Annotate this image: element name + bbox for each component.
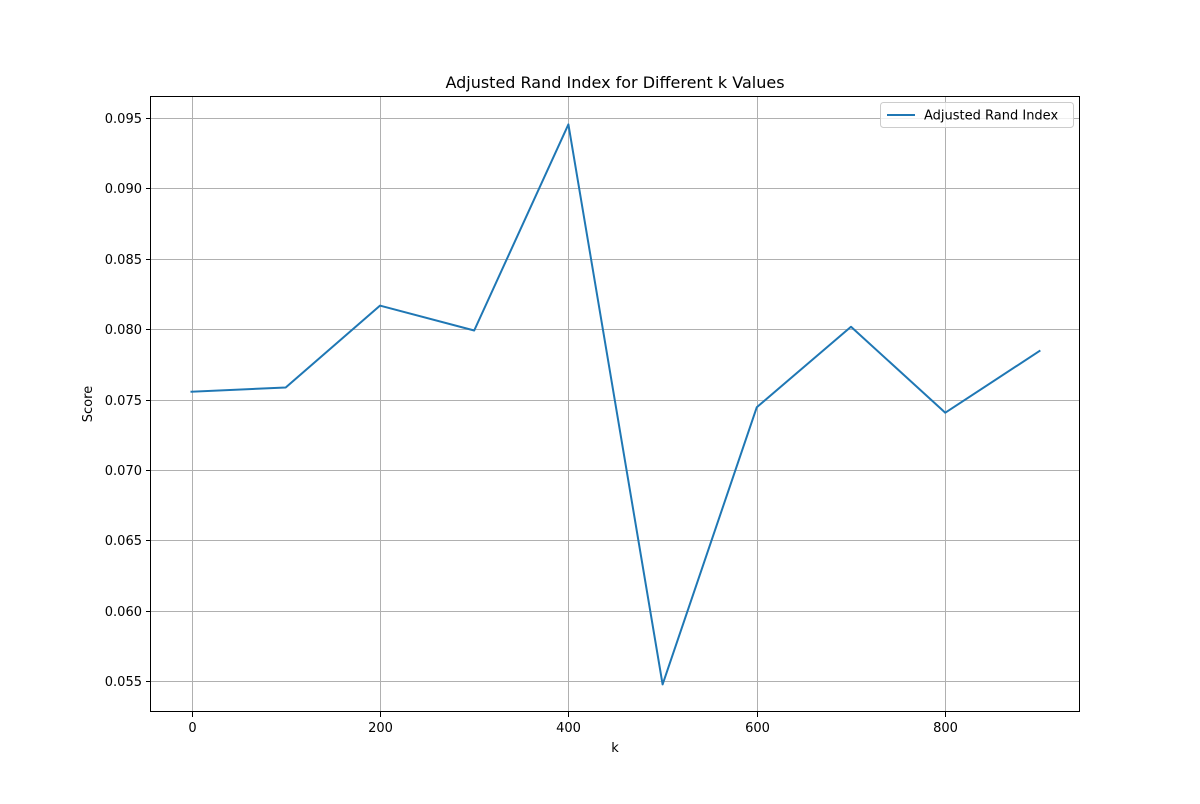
y-tick-label: 0.065 [105,534,142,549]
x-axis-label: k [611,741,619,756]
x-tick-label: 200 [368,721,393,736]
x-tick-label: 0 [188,721,196,736]
y-axis-label: Score [81,386,96,422]
y-tick-label: 0.070 [105,464,142,479]
series-line [190,123,1041,686]
y-tick-label: 0.085 [105,253,142,268]
legend: Adjusted Rand Index [880,102,1074,128]
y-tick-label: 0.090 [105,182,142,197]
series-layer [190,123,1041,686]
x-tick-label: 600 [745,721,770,736]
x-tick-label: 400 [556,721,581,736]
ticks: 0 200 400 600 800 0.055 0.060 0.065 0.070 0.075 0.… [105,112,958,736]
y-tick-label: 0.055 [105,675,142,690]
plot-frame [150,96,1080,712]
chart-title: Adjusted Rand Index for Different k Valu… [445,73,784,92]
x-tick-label: 800 [933,721,958,736]
legend-label: Adjusted Rand Index [924,109,1058,124]
legend-box [880,102,1074,128]
y-tick-label: 0.095 [105,112,142,127]
y-tick-label: 0.060 [105,605,142,620]
y-tick-label: 0.075 [105,394,142,409]
y-tick-label: 0.080 [105,323,142,338]
